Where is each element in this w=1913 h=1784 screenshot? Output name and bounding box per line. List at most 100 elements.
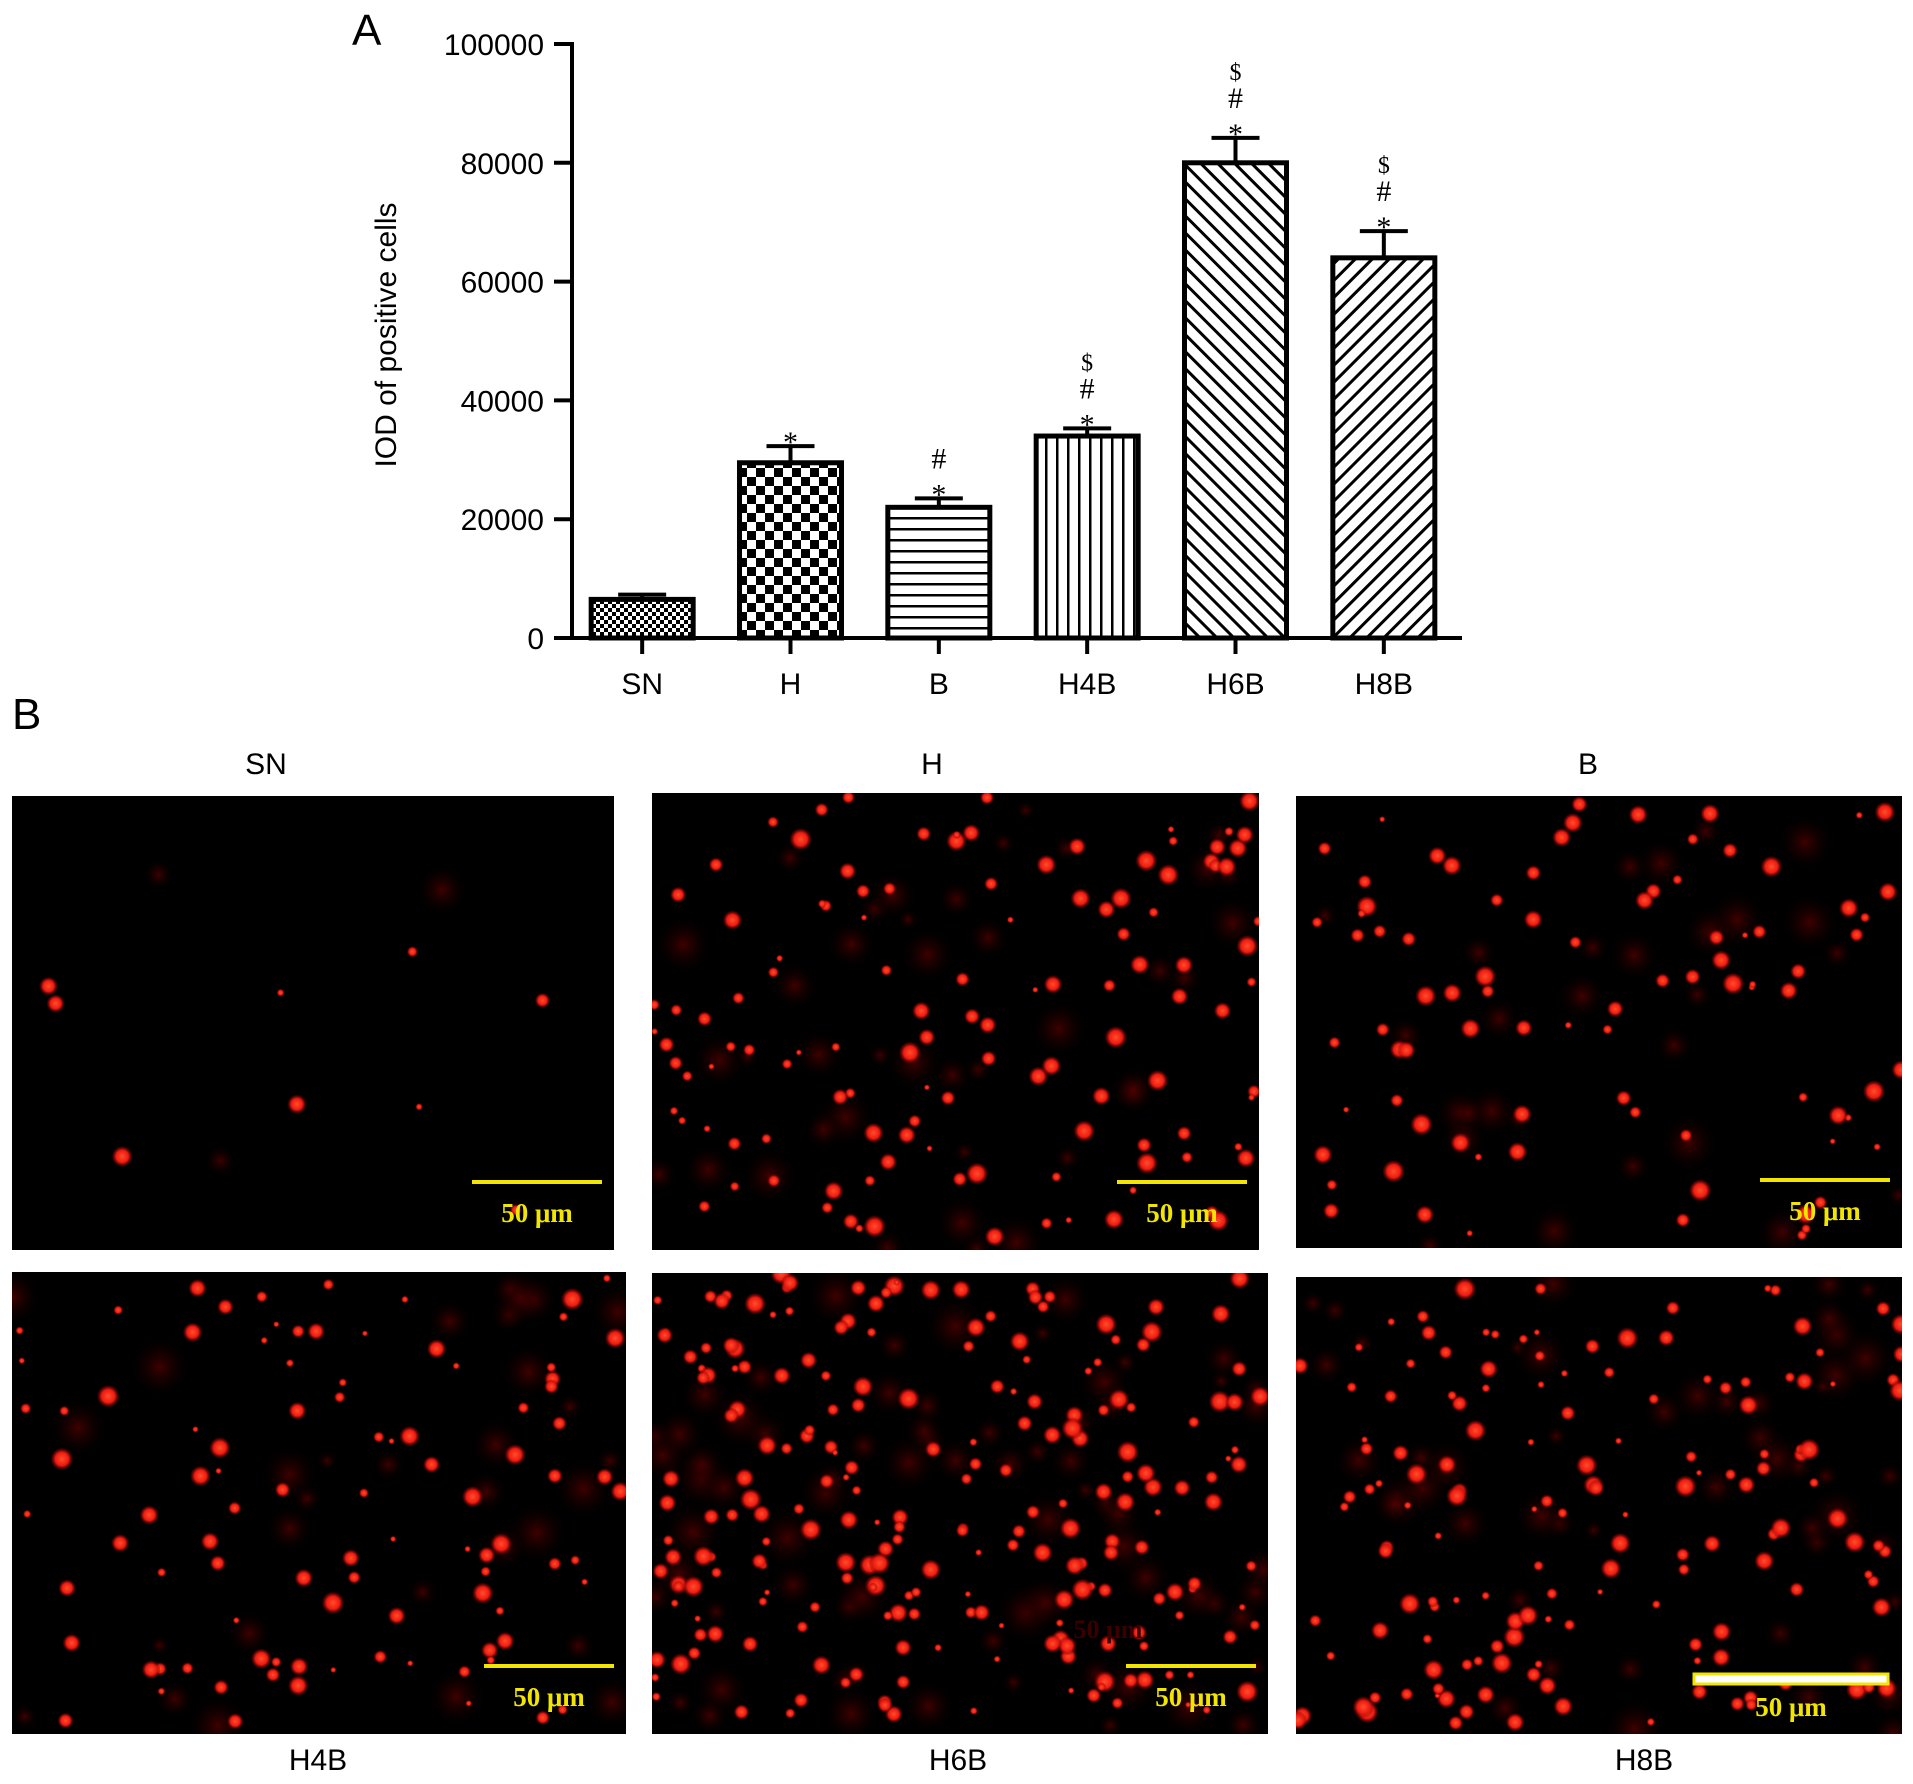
micrograph-canvas: 50 μm	[1296, 1277, 1902, 1734]
fluorescent-cell	[814, 802, 829, 817]
fluorescent-cell	[926, 1145, 933, 1152]
fluorescent-cell	[1844, 1531, 1866, 1553]
fluorescent-cell	[1235, 826, 1254, 844]
fluorescent-cell	[1055, 1618, 1064, 1628]
fluorescent-cell	[907, 1607, 921, 1621]
fluorescent-cell	[1648, 1393, 1660, 1405]
fluorescent-cell	[1770, 1517, 1792, 1539]
fluorescent-cell	[984, 1310, 997, 1323]
background-haze	[793, 1029, 845, 1080]
micrograph-title-h: H	[921, 748, 943, 781]
fluorescent-cell	[1374, 1479, 1384, 1488]
fluorescent-cell	[1296, 1711, 1307, 1730]
background-haze	[561, 1628, 596, 1663]
fluorescent-cell	[1745, 1698, 1758, 1711]
fluorescent-cell	[486, 1655, 496, 1665]
fluorescent-cell	[1154, 1508, 1162, 1516]
fluorescent-cell	[1084, 1366, 1093, 1376]
background-haze	[803, 1109, 844, 1150]
background-haze	[260, 1445, 319, 1504]
fluorescent-cell	[1185, 1701, 1192, 1708]
fluorescent-cell	[789, 828, 812, 851]
fluorescent-cell	[723, 1408, 739, 1424]
fluorescent-cell	[1134, 1539, 1150, 1555]
x-tick-label: H8B	[1355, 668, 1413, 700]
fluorescent-cell	[113, 1305, 123, 1315]
fluorescent-cell	[1479, 1360, 1498, 1378]
fluorescent-cell	[1094, 1483, 1113, 1501]
fluorescent-cell	[1097, 1682, 1106, 1692]
micrograph-b: 50 μm	[1296, 796, 1902, 1248]
fluorescent-cell	[112, 1146, 133, 1167]
fluorescent-cell	[1693, 1656, 1702, 1665]
fluorescent-cell	[708, 857, 724, 872]
fluorescent-cell	[908, 1114, 922, 1128]
significance-mark: *	[931, 478, 946, 511]
fluorescent-cell	[1357, 909, 1366, 918]
fluorescent-cell	[157, 1687, 166, 1696]
fluorescent-cell	[683, 1576, 704, 1597]
background-haze	[1415, 1231, 1445, 1248]
fluorescent-cell	[58, 1579, 76, 1597]
fluorescent-cell	[1238, 1603, 1246, 1611]
fluorescent-cell	[183, 1322, 203, 1342]
fluorescent-cell	[322, 1591, 344, 1614]
fluorescent-cell	[780, 1442, 793, 1455]
fluorescent-cell	[1110, 888, 1132, 909]
fluorescent-cell	[1872, 1597, 1891, 1617]
fluorescent-cell	[1136, 1137, 1152, 1153]
micrograph-h6b: 50 μm 50 μm	[652, 1273, 1268, 1734]
fluorescent-cell	[1666, 1301, 1680, 1315]
background-haze	[1320, 1296, 1350, 1325]
fluorescent-cell	[1571, 796, 1588, 813]
fluorescent-cell	[1534, 1350, 1546, 1362]
fluorescent-cell	[557, 1704, 568, 1715]
fluorescent-cell	[1474, 965, 1496, 988]
fluorescent-cell	[670, 1004, 683, 1016]
bar-h	[737, 460, 844, 641]
background-haze	[1658, 1112, 1719, 1173]
fluorescent-cell	[201, 1532, 219, 1551]
background-haze	[666, 1688, 695, 1717]
fluorescent-cell	[1108, 1389, 1129, 1410]
significance-mark: *	[1376, 211, 1391, 244]
background-haze	[1460, 934, 1498, 972]
fluorescent-cell	[273, 1321, 280, 1328]
fluorescent-cell	[1553, 1696, 1573, 1716]
fluorescent-cell	[985, 1226, 1005, 1247]
fluorescent-cell	[1095, 1313, 1117, 1335]
fluorescent-cell	[793, 1692, 809, 1708]
fluorescent-cell	[1508, 1142, 1527, 1162]
background-haze	[1053, 1144, 1081, 1172]
fluorescent-cell	[1540, 1494, 1554, 1508]
background-haze	[585, 1675, 626, 1729]
fluorescent-cell	[20, 1403, 32, 1414]
fluorescent-cell	[1515, 1019, 1533, 1037]
micrograph-title-sn: SN	[245, 748, 287, 781]
fluorescent-cell	[490, 1533, 512, 1555]
fluorescent-cell	[1186, 1670, 1195, 1679]
fluorescent-cell	[1544, 1615, 1553, 1624]
y-axis-label: IOD of positive cells	[370, 202, 403, 467]
fluorescent-cell	[984, 877, 998, 891]
fluorescent-cell	[1801, 1223, 1811, 1234]
background-haze	[937, 879, 976, 919]
fluorescent-cell	[1067, 1687, 1075, 1694]
fluorescent-cell	[1390, 1094, 1404, 1107]
fluorescent-cell	[850, 1397, 866, 1413]
fluorescent-cell	[1672, 874, 1683, 885]
fluorescent-cell	[1458, 1704, 1475, 1720]
fluorescent-cell	[495, 1606, 505, 1616]
background-haze	[1171, 1569, 1226, 1623]
fluorescent-cell	[334, 1391, 346, 1403]
fluorescent-cell	[157, 1567, 167, 1577]
fluorescent-cell	[1674, 1475, 1697, 1498]
fluorescent-cell	[824, 1181, 843, 1201]
fluorescent-cell	[1476, 1685, 1495, 1704]
background-haze	[961, 1233, 993, 1250]
fluorescent-cell	[1097, 1582, 1113, 1598]
scale-bar	[484, 1664, 614, 1668]
fluorescent-cell	[1006, 1538, 1020, 1552]
x-tick-label: H6B	[1206, 668, 1264, 700]
fluorescent-cell	[288, 1675, 309, 1696]
